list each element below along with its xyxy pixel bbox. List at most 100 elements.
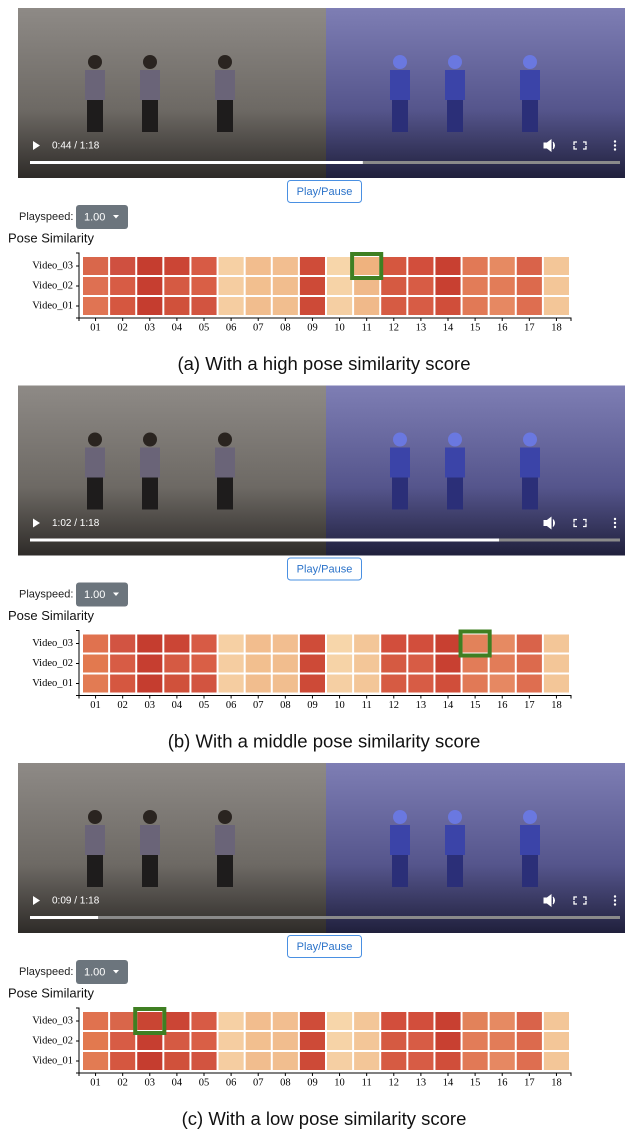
heatmap-cell[interactable]	[164, 277, 189, 295]
heatmap-cell[interactable]	[191, 297, 216, 315]
heatmap-cell[interactable]	[490, 655, 515, 673]
heatmap-cell[interactable]	[137, 257, 162, 275]
heatmap-cell[interactable]	[517, 1032, 542, 1050]
heatmap-cell[interactable]	[327, 635, 352, 653]
heatmap-cell[interactable]	[110, 277, 135, 295]
heatmap-cell[interactable]	[164, 1032, 189, 1050]
heatmap-cell[interactable]	[354, 1012, 379, 1030]
heatmap-cell[interactable]	[517, 257, 542, 275]
heatmap-cell[interactable]	[463, 1012, 488, 1030]
heatmap-cell[interactable]	[110, 1052, 135, 1070]
heatmap-cell[interactable]	[327, 675, 352, 693]
heatmap-cell[interactable]	[191, 675, 216, 693]
heatmap-cell[interactable]	[327, 1032, 352, 1050]
heatmap-cell[interactable]	[354, 257, 379, 275]
heatmap-cell[interactable]	[246, 1052, 271, 1070]
heatmap-cell[interactable]	[408, 1012, 433, 1030]
heatmap-cell[interactable]	[517, 277, 542, 295]
heatmap-cell[interactable]	[354, 655, 379, 673]
heatmap-cell[interactable]	[246, 1032, 271, 1050]
heatmap-cell[interactable]	[300, 297, 325, 315]
heatmap-cell[interactable]	[408, 655, 433, 673]
heatmap-cell[interactable]	[327, 277, 352, 295]
heatmap-cell[interactable]	[246, 635, 271, 653]
heatmap-cell[interactable]	[273, 635, 298, 653]
heatmap-cell[interactable]	[137, 635, 162, 653]
heatmap-cell[interactable]	[408, 277, 433, 295]
heatmap-cell[interactable]	[219, 277, 244, 295]
heatmap-cell[interactable]	[83, 297, 108, 315]
heatmap-cell[interactable]	[517, 635, 542, 653]
heatmap-cell[interactable]	[435, 277, 460, 295]
heatmap-cell[interactable]	[110, 1012, 135, 1030]
heatmap-cell[interactable]	[191, 655, 216, 673]
heatmap-cell[interactable]	[191, 635, 216, 653]
heatmap-cell[interactable]	[463, 635, 488, 653]
heatmap-cell[interactable]	[164, 297, 189, 315]
heatmap-cell[interactable]	[490, 1012, 515, 1030]
heatmap-cell[interactable]	[463, 257, 488, 275]
heatmap-cell[interactable]	[219, 297, 244, 315]
heatmap-cell[interactable]	[408, 1052, 433, 1070]
heatmap-cell[interactable]	[137, 277, 162, 295]
heatmap-cell[interactable]	[273, 297, 298, 315]
heatmap-cell[interactable]	[381, 1032, 406, 1050]
heatmap-cell[interactable]	[219, 655, 244, 673]
heatmap-cell[interactable]	[435, 297, 460, 315]
heatmap-cell[interactable]	[137, 655, 162, 673]
heatmap-cell[interactable]	[327, 297, 352, 315]
heatmap-cell[interactable]	[381, 675, 406, 693]
heatmap-cell[interactable]	[137, 675, 162, 693]
heatmap-cell[interactable]	[544, 1052, 569, 1070]
heatmap-cell[interactable]	[110, 635, 135, 653]
heatmap-cell[interactable]	[110, 297, 135, 315]
heatmap-cell[interactable]	[219, 1032, 244, 1050]
heatmap-cell[interactable]	[110, 675, 135, 693]
heatmap-cell[interactable]	[544, 1032, 569, 1050]
heatmap-cell[interactable]	[490, 257, 515, 275]
heatmap-cell[interactable]	[83, 635, 108, 653]
heatmap-cell[interactable]	[191, 1012, 216, 1030]
heatmap-cell[interactable]	[110, 655, 135, 673]
heatmap-cell[interactable]	[327, 257, 352, 275]
heatmap-cell[interactable]	[544, 257, 569, 275]
heatmap-cell[interactable]	[327, 1012, 352, 1030]
heatmap-cell[interactable]	[273, 655, 298, 673]
heatmap-cell[interactable]	[490, 1052, 515, 1070]
heatmap-cell[interactable]	[300, 655, 325, 673]
heatmap-cell[interactable]	[273, 1032, 298, 1050]
heatmap-cell[interactable]	[544, 635, 569, 653]
heatmap-cell[interactable]	[273, 675, 298, 693]
heatmap-cell[interactable]	[435, 1012, 460, 1030]
heatmap-cell[interactable]	[300, 1032, 325, 1050]
heatmap-cell[interactable]	[463, 1052, 488, 1070]
heatmap-cell[interactable]	[83, 675, 108, 693]
heatmap-cell[interactable]	[300, 1012, 325, 1030]
heatmap-cell[interactable]	[463, 277, 488, 295]
heatmap-cell[interactable]	[191, 1032, 216, 1050]
heatmap-cell[interactable]	[490, 277, 515, 295]
heatmap-cell[interactable]	[354, 675, 379, 693]
heatmap-cell[interactable]	[435, 675, 460, 693]
heatmap-cell[interactable]	[490, 635, 515, 653]
heatmap-cell[interactable]	[544, 1012, 569, 1030]
heatmap-cell[interactable]	[517, 1012, 542, 1030]
heatmap-cell[interactable]	[408, 635, 433, 653]
heatmap-cell[interactable]	[191, 257, 216, 275]
heatmap-cell[interactable]	[490, 1032, 515, 1050]
heatmap-cell[interactable]	[191, 1052, 216, 1070]
heatmap-cell[interactable]	[164, 675, 189, 693]
heatmap-cell[interactable]	[435, 635, 460, 653]
heatmap-cell[interactable]	[490, 297, 515, 315]
heatmap-cell[interactable]	[354, 635, 379, 653]
heatmap-cell[interactable]	[327, 655, 352, 673]
heatmap-cell[interactable]	[83, 1032, 108, 1050]
heatmap-cell[interactable]	[381, 257, 406, 275]
heatmap-cell[interactable]	[246, 297, 271, 315]
heatmap-cell[interactable]	[83, 1012, 108, 1030]
heatmap-cell[interactable]	[83, 655, 108, 673]
heatmap-cell[interactable]	[408, 675, 433, 693]
heatmap-cell[interactable]	[300, 277, 325, 295]
heatmap-cell[interactable]	[246, 277, 271, 295]
heatmap-cell[interactable]	[381, 297, 406, 315]
